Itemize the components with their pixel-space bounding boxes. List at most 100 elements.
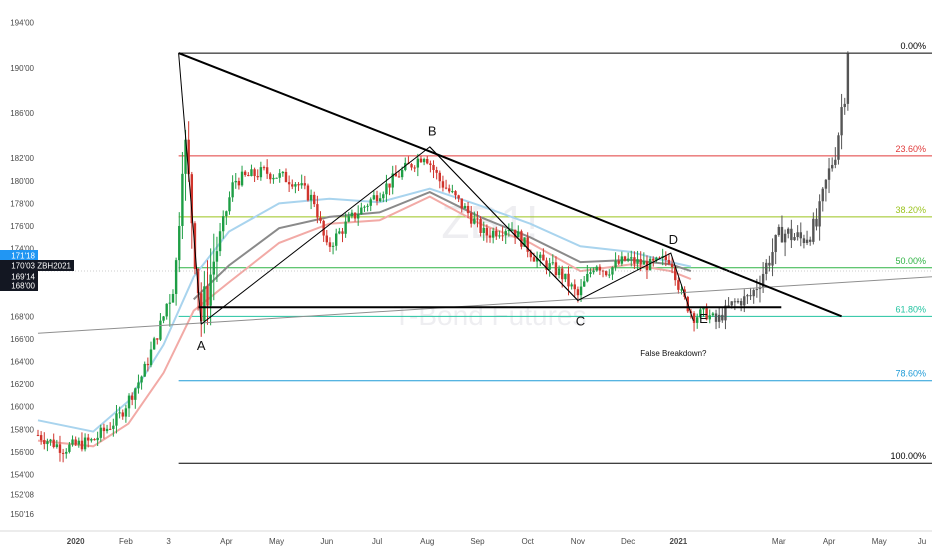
candle-body — [256, 176, 259, 178]
candle-body — [592, 270, 595, 273]
candle-body — [426, 158, 429, 164]
candle-body — [149, 349, 153, 366]
y-tick-label: 150'16 — [10, 510, 34, 519]
candle-body — [768, 262, 771, 266]
candle-body — [604, 271, 608, 276]
candle-body — [171, 293, 175, 303]
candle-body — [325, 235, 328, 243]
price-badge — [0, 250, 38, 261]
x-axis[interactable]: 2020 Feb 3 Apr May Jun Jul Aug Sep Oct Nov Dec 2021 M… — [67, 537, 926, 546]
candle-body — [655, 257, 658, 261]
candle-body — [338, 231, 341, 234]
candle-body — [620, 256, 624, 264]
candle-body — [614, 260, 617, 268]
candle-body — [174, 260, 178, 294]
y-tick-label: 190'00 — [10, 64, 34, 73]
candle-body — [253, 169, 256, 177]
candle-body — [237, 180, 241, 186]
candles — [36, 51, 850, 463]
candle-body — [564, 273, 567, 280]
x-tick-label: Sep — [470, 537, 485, 546]
candle-body — [557, 268, 561, 276]
y-tick-label: 174'00 — [10, 245, 34, 254]
candle-body — [517, 231, 520, 238]
candle-body — [809, 239, 812, 242]
candle-body — [363, 206, 366, 208]
candle-body — [790, 228, 793, 241]
candle-body — [168, 302, 172, 304]
candle-body — [724, 305, 727, 321]
candle-body — [780, 226, 784, 243]
candle-body — [444, 187, 448, 189]
wave-labels: A B C D E False Breakdown? — [197, 124, 708, 358]
fib-level-label: 100.00% — [890, 451, 926, 461]
candle-body — [328, 242, 332, 247]
candle-body — [278, 173, 281, 178]
x-tick-label: Mar — [772, 537, 786, 546]
candle-body — [429, 163, 432, 166]
drawings — [37, 52, 932, 334]
candle-body — [275, 177, 278, 179]
annotation-text: False Breakdown? — [640, 349, 707, 358]
candle-body — [262, 167, 266, 169]
candle-body — [313, 194, 316, 205]
candle-body — [799, 232, 802, 239]
candle-body — [291, 184, 294, 187]
candle-body — [203, 286, 206, 322]
wave-ab-line — [178, 53, 202, 325]
price-badge — [0, 280, 38, 291]
candle-body — [115, 413, 118, 426]
fib-level-label: 23.60% — [895, 144, 926, 154]
candle-body — [752, 290, 755, 297]
candle-body — [642, 261, 646, 265]
candle-body — [360, 207, 363, 215]
y-axis[interactable]: 194'00 190'00 186'00 182'00 180'00 178'00 176'… — [0, 19, 74, 519]
candle-body — [441, 181, 445, 188]
candle-body — [777, 226, 781, 235]
candle-body — [331, 245, 335, 247]
x-tick-label: Jun — [320, 537, 333, 546]
candle-body — [830, 164, 834, 169]
candle-body — [146, 363, 150, 366]
candle-body — [630, 257, 633, 259]
candle-body — [711, 313, 715, 316]
candle-body — [670, 263, 674, 268]
candle-body — [287, 182, 291, 185]
candle-body — [77, 440, 81, 445]
candle-body — [570, 284, 573, 287]
y-tick-label: 162'00 — [10, 380, 34, 389]
price-badge-label: 169'14 — [11, 273, 35, 282]
candle-body — [209, 274, 212, 306]
candle-body — [134, 388, 137, 400]
candle-body — [306, 185, 310, 201]
candle-body — [39, 435, 43, 441]
candle-body — [68, 444, 71, 452]
candle-body — [827, 168, 831, 180]
candle-body — [473, 218, 476, 224]
y-tick-label: 168'00 — [10, 312, 34, 321]
candle-body — [639, 259, 642, 265]
wave-label-c: C — [576, 313, 585, 328]
candle-body — [677, 280, 680, 290]
candle-body — [303, 183, 307, 186]
candle-body — [228, 197, 231, 212]
candle-body — [749, 295, 752, 297]
candle-body — [71, 439, 74, 445]
candle-body — [579, 286, 583, 296]
candle-body — [554, 262, 558, 276]
candle-body — [319, 217, 322, 221]
candle-body — [247, 174, 250, 177]
candle-body — [457, 195, 460, 199]
candle-body — [341, 231, 344, 234]
candle-body — [805, 239, 809, 244]
candle-body — [284, 171, 288, 183]
candle-body — [746, 295, 749, 297]
candle-body — [608, 274, 611, 276]
candle-body — [105, 428, 109, 432]
candle-body — [212, 261, 215, 275]
y-tick-label: 154'00 — [10, 471, 34, 480]
candle-body — [576, 289, 580, 296]
